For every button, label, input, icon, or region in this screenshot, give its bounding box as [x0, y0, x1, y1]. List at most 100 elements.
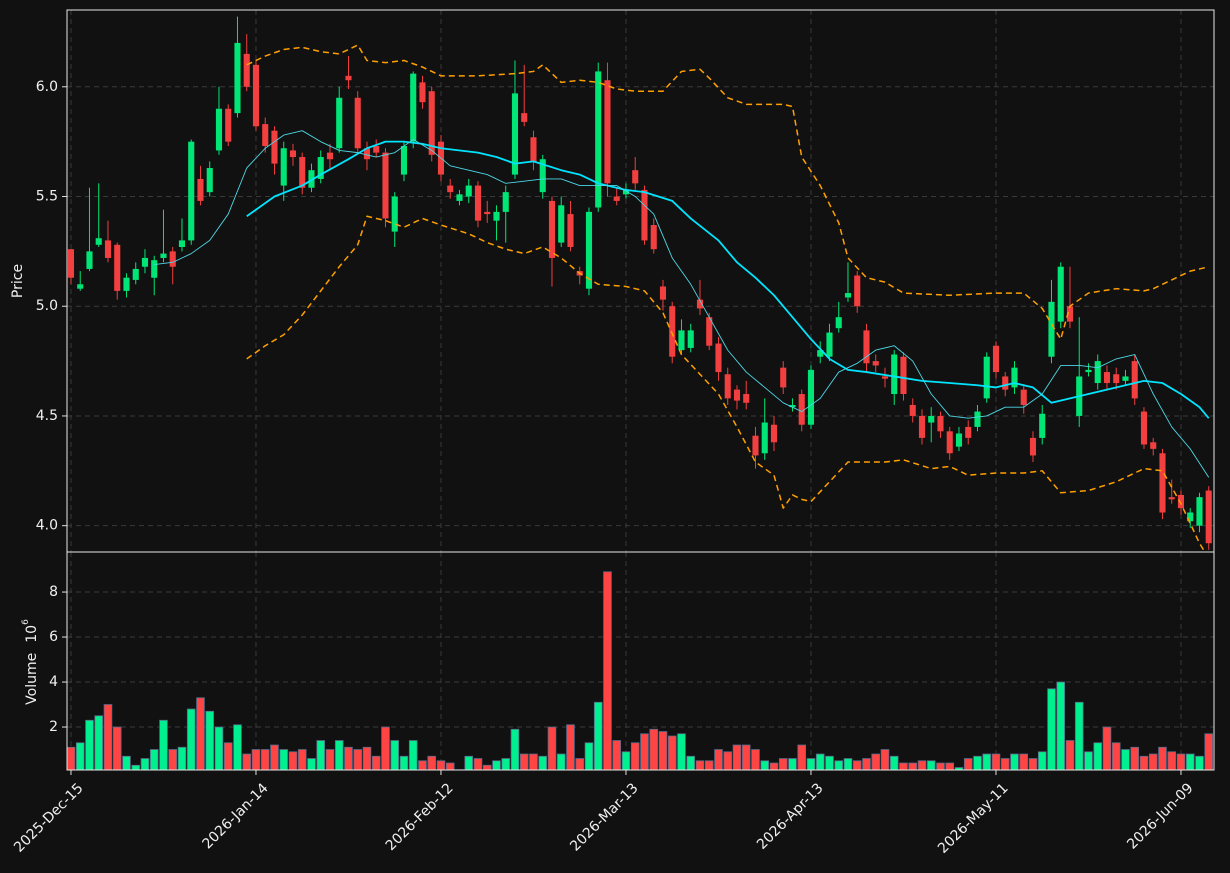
candle-body — [86, 251, 93, 269]
volume-bar — [963, 758, 973, 770]
volume-bar — [1056, 681, 1066, 770]
volume-bar — [1139, 755, 1149, 770]
volume-bar — [1047, 688, 1056, 770]
volume-bar — [806, 758, 816, 770]
volume-bar — [612, 740, 622, 770]
volume-bar — [760, 760, 770, 770]
volume-bar — [834, 760, 844, 770]
volume-bar — [973, 755, 982, 770]
candle-body — [743, 394, 750, 403]
indicator-line — [246, 140, 1210, 419]
candle-body — [595, 71, 602, 208]
volume-bar — [936, 762, 945, 770]
candle-body — [289, 150, 297, 158]
candle-body — [604, 80, 611, 184]
candle-body — [835, 317, 842, 329]
candle-body — [918, 415, 926, 438]
candle-body — [937, 415, 944, 432]
volume-bar — [732, 744, 742, 770]
candle-body — [724, 374, 731, 399]
candle-body — [1150, 442, 1157, 449]
candle-body — [780, 367, 787, 388]
volume-bar — [603, 571, 612, 770]
volume-bar — [297, 749, 307, 770]
volume-bar — [778, 758, 788, 770]
candle-body — [400, 146, 408, 175]
volume-bar — [270, 744, 279, 770]
candle-body — [114, 244, 121, 291]
volume-bar — [704, 760, 714, 770]
candle-body — [262, 124, 269, 147]
candle-body — [132, 268, 139, 280]
candle-body — [410, 73, 417, 142]
candle-body — [215, 108, 223, 151]
candle-body — [613, 196, 620, 201]
volume-bar — [418, 760, 427, 770]
candle-body — [1002, 376, 1009, 390]
candle-body — [558, 205, 565, 243]
candle-body — [225, 108, 232, 142]
volume-bar — [381, 726, 390, 770]
candle-body — [197, 178, 204, 201]
volume-bar — [1185, 753, 1195, 770]
volume-bar — [899, 762, 908, 770]
volume-bar — [112, 726, 122, 770]
y-tick-label: 5.5 — [36, 189, 58, 205]
candle-body — [891, 354, 898, 395]
grid — [67, 552, 1214, 770]
candle-body — [632, 170, 639, 184]
volume-bar — [186, 708, 196, 770]
volume-bar — [852, 760, 862, 770]
candle-body — [317, 157, 324, 179]
volume-bar — [880, 749, 890, 770]
candle-body — [1029, 437, 1037, 456]
candle-body — [243, 53, 250, 87]
volume-bar — [714, 749, 723, 770]
candle-body — [798, 394, 805, 425]
volume-bar — [362, 746, 372, 770]
candle-body — [659, 286, 667, 300]
volume-bar — [279, 749, 289, 770]
volume-bar — [510, 728, 520, 770]
volume-bar — [556, 753, 566, 770]
candle-body — [974, 411, 981, 427]
candle-body — [733, 389, 741, 401]
volume-bar — [917, 760, 927, 770]
volume-bar — [260, 749, 270, 770]
y-tick-label: 6.0 — [36, 79, 58, 95]
scale-exponent: 6 — [21, 619, 31, 625]
candle-body — [687, 330, 694, 348]
candle-body — [308, 170, 315, 188]
candle-body — [336, 97, 343, 149]
candle-body — [373, 146, 380, 153]
candle-body — [817, 350, 824, 357]
volume-bar — [519, 753, 529, 770]
candle-body — [992, 345, 1000, 373]
candle-body — [345, 75, 352, 81]
volume-bar — [825, 755, 834, 770]
candle-body — [1177, 494, 1185, 509]
candle-body — [965, 426, 972, 438]
volume-bar — [1121, 749, 1130, 770]
volume-bar — [1074, 701, 1084, 770]
candle-body — [474, 185, 482, 221]
candle-body — [1057, 266, 1064, 322]
volume-bar — [344, 746, 353, 770]
volume-bar — [991, 753, 1001, 770]
volume-bar — [889, 755, 899, 770]
volume-bar — [85, 719, 94, 770]
candle-body — [206, 167, 213, 193]
volume-bar — [399, 755, 409, 770]
volume-bar — [908, 762, 918, 770]
x-tick-label: 2026-May-11 — [935, 780, 1012, 857]
candle-body — [326, 152, 334, 160]
volume-bar — [1065, 740, 1075, 770]
candle-body — [391, 196, 398, 232]
y-tick-label: 4 — [49, 674, 58, 690]
volume-bar — [122, 755, 131, 770]
y-tick-label: 2 — [49, 719, 58, 735]
candle-body — [1066, 306, 1074, 322]
volume-bar — [751, 749, 760, 770]
candle-body — [1048, 301, 1055, 357]
candle-body — [104, 240, 112, 258]
